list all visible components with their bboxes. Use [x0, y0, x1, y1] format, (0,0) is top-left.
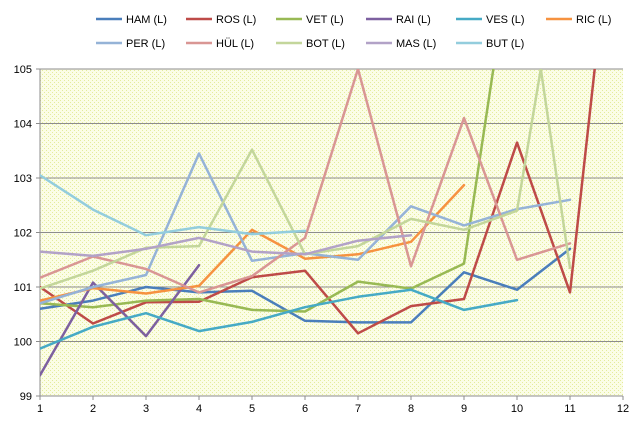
x-tick-label: 12 — [617, 403, 629, 415]
legend-label: BOT (L) — [306, 38, 345, 50]
x-tick-label: 7 — [355, 403, 361, 415]
series-line-rai — [40, 263, 201, 377]
y-tick-label: 100 — [14, 337, 32, 349]
series-line-ric — [40, 183, 466, 302]
y-tick-label: 102 — [14, 228, 32, 240]
series-line-hul — [40, 69, 572, 294]
y-tick-label: 101 — [14, 282, 32, 294]
x-tick-label: 6 — [302, 403, 308, 415]
x-tick-label: 3 — [143, 403, 149, 415]
legend-label: HÜL (L) — [216, 38, 254, 50]
x-tick-label: 8 — [408, 403, 414, 415]
y-tick-label: 104 — [14, 119, 32, 131]
legend-label: PER (L) — [126, 38, 165, 50]
legend: HAM (L) ROS (L) VET (L) RAI (L) VES (L) RIC (… — [96, 14, 611, 50]
x-tick-label: 9 — [461, 403, 467, 415]
legend-label: HAM (L) — [126, 14, 167, 26]
series-lines — [40, 69, 596, 377]
x-tick-label: 4 — [196, 403, 202, 415]
x-tick-label: 11 — [564, 403, 575, 415]
legend-label: RIC (L) — [576, 14, 611, 26]
legend-label: ROS (L) — [216, 14, 256, 26]
series-line-ves — [40, 288, 519, 350]
series-line-mas — [40, 233, 413, 258]
series-line-vet — [40, 69, 495, 313]
x-tick-label: 2 — [90, 403, 96, 415]
legend-label: MAS (L) — [396, 38, 436, 50]
series-line-but — [40, 174, 307, 237]
x-tick-label: 1 — [37, 403, 43, 415]
y-tick-label: 99 — [20, 391, 32, 403]
legend-label: RAI (L) — [396, 14, 431, 26]
x-tick-label: 10 — [511, 403, 523, 415]
x-tick-label: 5 — [249, 403, 255, 415]
legend-label: VET (L) — [306, 14, 344, 26]
legend-label: VES (L) — [486, 14, 525, 26]
y-tick-label: 103 — [14, 173, 32, 185]
series-line-bot — [40, 69, 572, 290]
legend-label: BUT (L) — [486, 38, 524, 50]
y-tick-label: 105 — [14, 64, 32, 76]
